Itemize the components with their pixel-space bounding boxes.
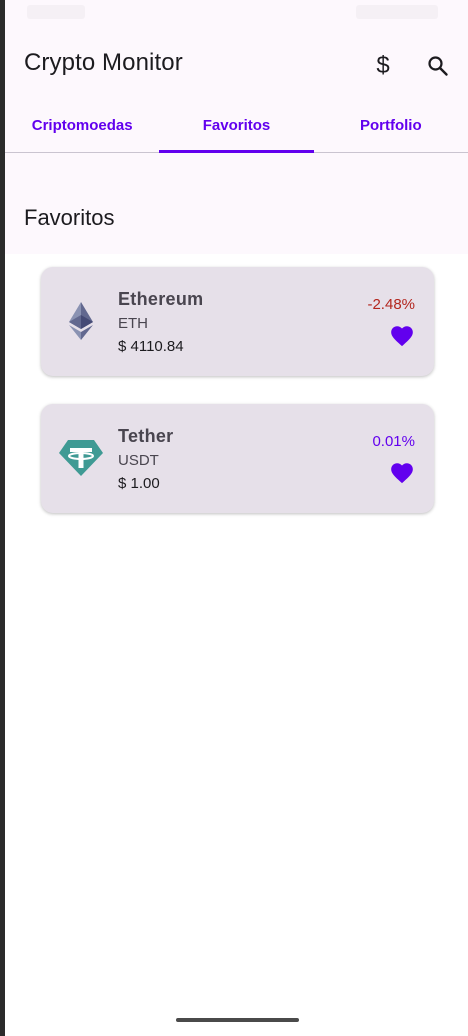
favorite-toggle[interactable] [389,323,415,349]
home-indicator[interactable] [176,1018,299,1022]
status-system-icons [356,5,438,19]
status-bar [5,0,468,28]
coin-symbol: ETH [118,315,148,332]
coin-name: Ethereum [118,289,204,309]
currency-button[interactable]: $ [363,46,403,86]
coin-change: 0.01% [372,433,415,450]
ethereum-logo-icon [58,298,104,344]
search-button[interactable] [418,46,458,86]
coin-price: $ 4110.84 [118,338,184,355]
heart-icon [391,463,413,484]
section-title: Favoritos [24,205,115,230]
dollar-icon: $ [376,52,390,79]
tab-criptomoedas[interactable]: Criptomoedas [31,116,133,134]
tab-portfolio[interactable]: Portfolio [359,116,422,134]
favorite-toggle[interactable] [389,460,415,486]
tether-logo-icon [58,435,104,481]
app-title: Crypto Monitor [24,49,183,76]
tab-favoritos[interactable]: Favoritos [159,100,314,153]
search-icon [428,56,448,76]
favorite-card-tether[interactable]: Tether USDT $ 1.00 0.01% [41,404,434,513]
favorite-card-ethereum[interactable]: Ethereum ETH $ 4110.84 -2.48% [41,267,434,376]
heart-icon [391,326,413,347]
coin-name: Tether [118,426,174,446]
status-time-placeholder [27,5,85,19]
coin-change: -2.48% [367,296,415,313]
window-edge [0,0,5,1036]
coin-symbol: USDT [118,452,159,469]
tab-bar: Criptomoedas Favoritos Portfolio [5,100,468,153]
section-header: Favoritos [5,153,468,254]
coin-price: $ 1.00 [118,475,160,492]
app-bar: Crypto Monitor $ [5,28,468,100]
